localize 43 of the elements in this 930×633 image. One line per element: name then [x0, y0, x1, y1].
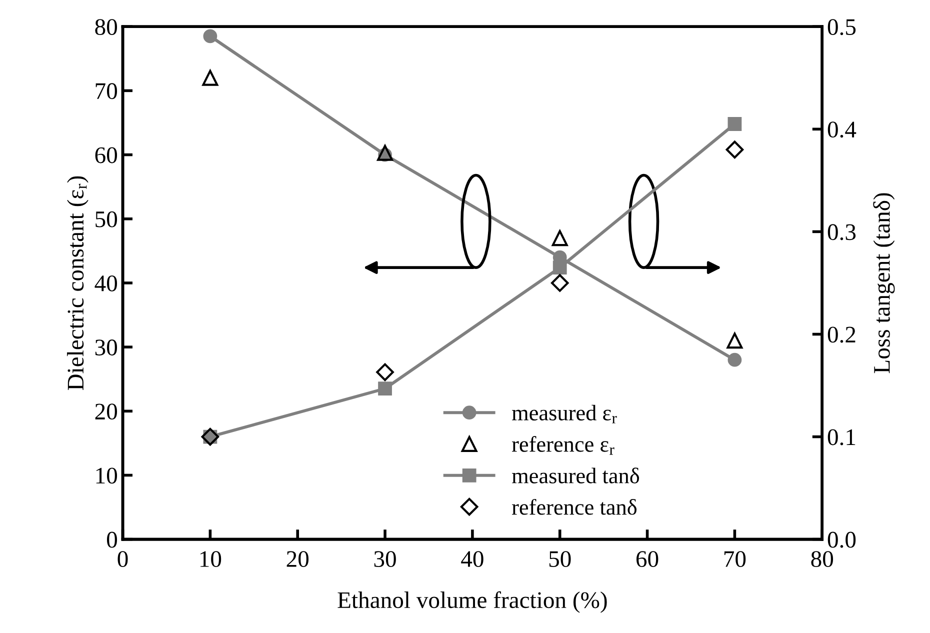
point — [377, 144, 394, 161]
y-tick-label: 40 — [94, 275, 117, 292]
x-tick-label: 30 — [374, 551, 396, 568]
point — [726, 332, 743, 349]
legend-label: measured ε$_{r}$ — [512, 404, 617, 424]
x-tick-label: 20 — [286, 551, 309, 568]
y2-tick-label: 0.3 — [828, 224, 856, 240]
point — [550, 274, 569, 292]
point — [728, 352, 742, 367]
legend-label: measured tanδ — [512, 468, 640, 484]
legend-label: reference tanδ — [512, 498, 637, 515]
y2-tick-label: 0.0 — [828, 532, 856, 548]
y-tick-label: 30 — [95, 340, 117, 356]
x-tick-label: 80 — [811, 551, 834, 568]
y-tick-label: 20 — [95, 404, 117, 420]
point — [726, 140, 744, 159]
y-tick-label: 0 — [106, 532, 117, 548]
y2-tick-label: 0.1 — [828, 429, 856, 446]
point — [552, 260, 567, 275]
point — [378, 382, 392, 396]
y2-tick-label: 0.5 — [828, 19, 856, 36]
y2-tick-label: 0.2 — [828, 326, 856, 343]
y2-tick-label: 0.4 — [828, 122, 856, 138]
x-tick-label: 40 — [461, 551, 484, 568]
y2-axis-title: Loss tangent (tanδ) — [873, 193, 895, 374]
y-axis-title: Dielectric constant (ε$_{r}$) — [67, 176, 88, 390]
point — [202, 70, 218, 86]
x-tick-label: 60 — [636, 551, 658, 568]
x-axis-title: Ethanol volume fraction (%) — [338, 591, 607, 613]
x-tick-label: 0 — [118, 551, 128, 568]
point — [552, 230, 568, 246]
y-tick-label: 80 — [95, 19, 117, 36]
x-tick-label: 70 — [724, 551, 746, 568]
point — [376, 363, 394, 382]
x-tick-label: 10 — [200, 551, 222, 568]
point — [203, 29, 218, 44]
y-tick-label: 10 — [96, 468, 117, 484]
y-tick-label: 70 — [96, 83, 117, 100]
x-tick-label: 50 — [549, 551, 571, 568]
legend-label: reference ε$_{r}$ — [512, 436, 614, 455]
point — [728, 117, 742, 131]
y-tick-label: 60 — [95, 147, 117, 164]
y-tick-label: 50 — [96, 211, 117, 228]
